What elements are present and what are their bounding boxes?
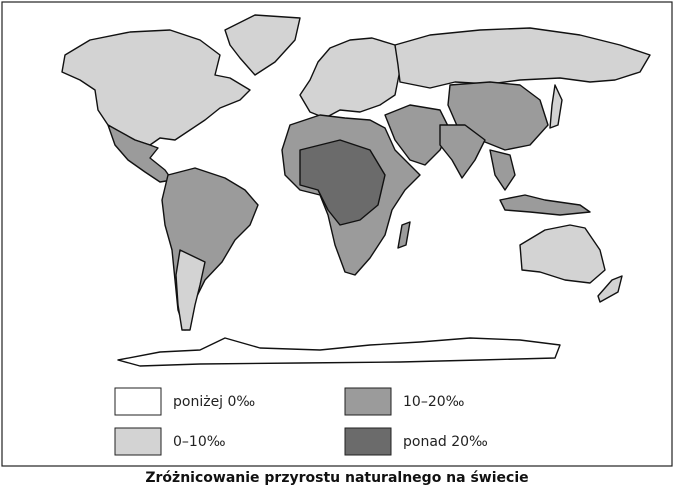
- argentina-chile: [175, 249, 206, 331]
- legend-label: ponad 20‰: [403, 434, 488, 450]
- legend-swatch: [114, 387, 162, 416]
- legend-swatch: [344, 387, 392, 416]
- legend-label: poniżej 0‰: [173, 394, 255, 410]
- legend-label: 10–20‰: [403, 394, 465, 410]
- legend-label: 0–10‰: [173, 434, 226, 450]
- india: [439, 124, 486, 179]
- legend-swatch: [344, 427, 392, 456]
- legend-swatch: [114, 427, 162, 456]
- antarctica: [117, 337, 561, 367]
- caption: Zróżnicowanie przyrostu naturalnego na ś…: [145, 470, 528, 486]
- southeast-asia: [489, 149, 516, 191]
- indonesia: [499, 194, 591, 216]
- central-africa: [299, 139, 386, 226]
- japan: [549, 84, 563, 129]
- middle-east: [384, 104, 451, 166]
- world-map: [61, 14, 651, 367]
- madagascar: [397, 221, 411, 249]
- russia: [394, 27, 651, 89]
- australia: [519, 224, 606, 284]
- north-america: [61, 29, 251, 146]
- greenland: [224, 14, 301, 76]
- legend: poniżej 0‰ 0–10‰ 10–20‰ ponad 20‰: [114, 387, 488, 456]
- new-zealand: [597, 275, 623, 303]
